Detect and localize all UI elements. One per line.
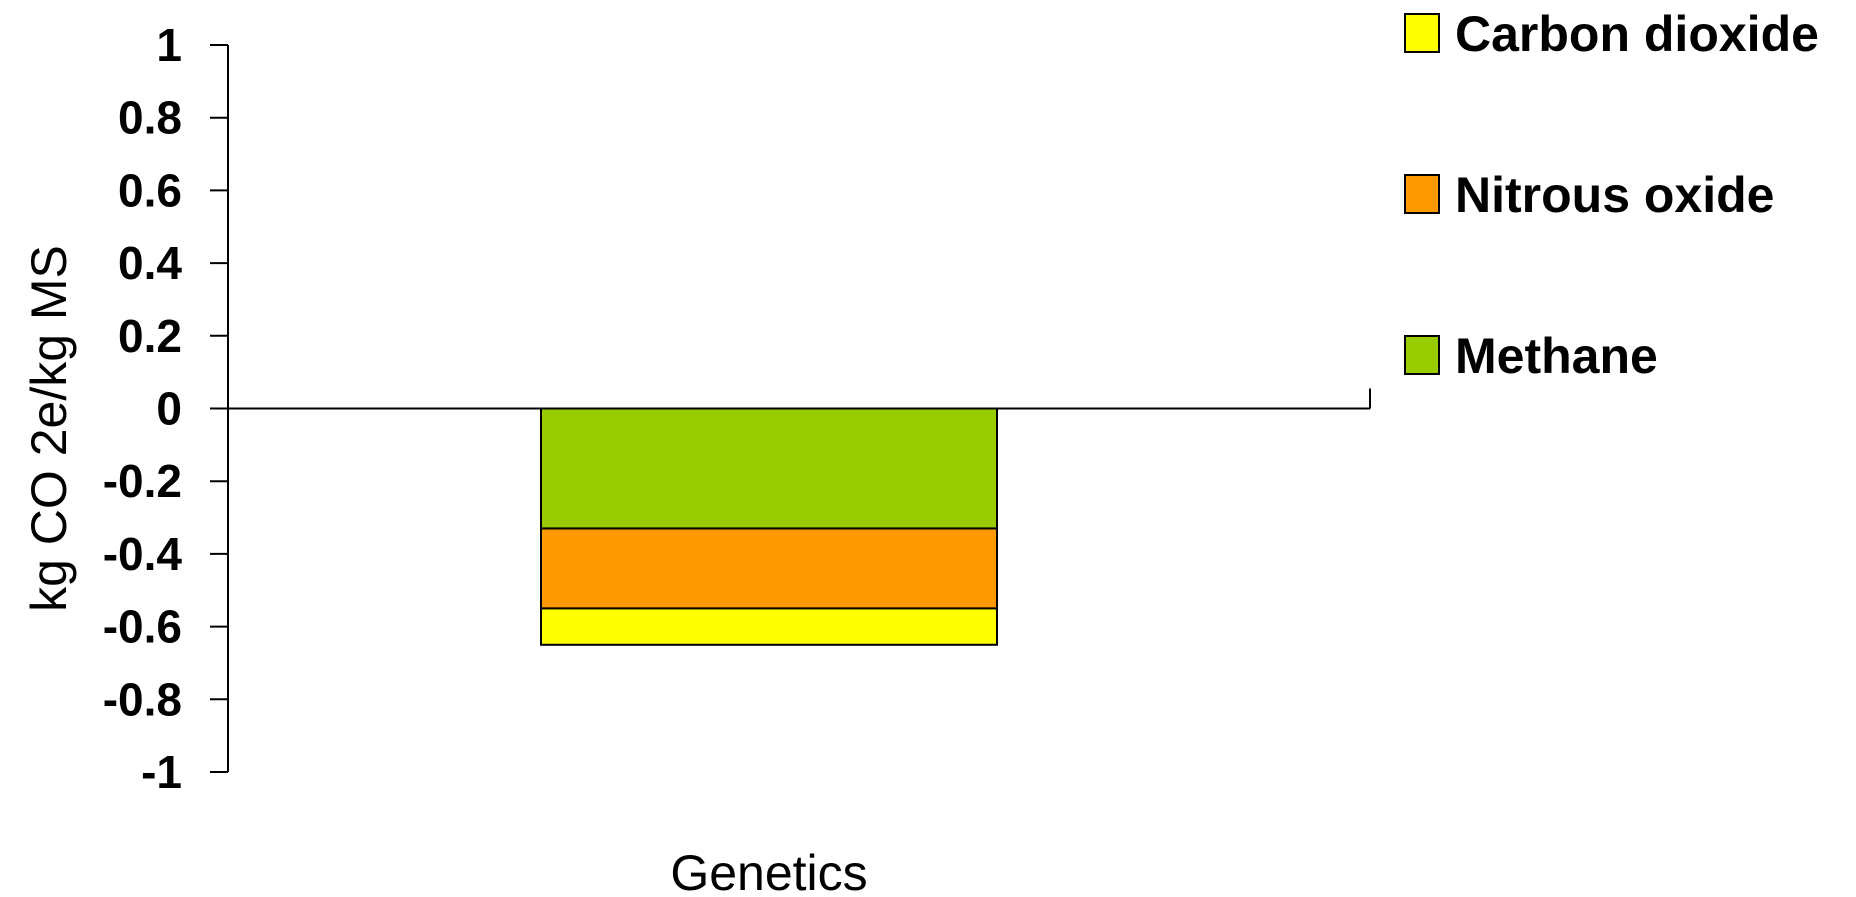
legend-swatch-methane <box>1404 335 1440 375</box>
legend-swatch-nitrous-oxide <box>1404 174 1440 214</box>
y-tick-label: 0.6 <box>118 164 182 216</box>
legend-label: Methane <box>1455 328 1658 384</box>
y-tick-label: 0.2 <box>118 310 182 362</box>
bars <box>540 407 998 646</box>
bar-segment-methane <box>540 407 998 530</box>
y-tick-label: -0.4 <box>103 528 183 580</box>
legend-label: Carbon dioxide <box>1455 6 1819 62</box>
y-tick-label: 1 <box>156 19 182 71</box>
y-axis-title: kg CO 2e/kg MS <box>21 245 77 612</box>
y-tick-label: -1 <box>141 746 182 798</box>
y-tick-label: -0.8 <box>103 673 182 725</box>
y-ticks: 1 0.8 0.6 0.4 0.2 0 -0.2 -0.4 -0.6 -0.8 -1 <box>103 19 228 798</box>
y-tick-label: 0.8 <box>118 92 182 144</box>
legend-label: Nitrous oxide <box>1455 167 1774 223</box>
y-tick-label: 0.4 <box>118 237 182 289</box>
y-axis-title-group: kg CO 2e/kg MS <box>21 245 77 612</box>
y-tick-label: 0 <box>156 383 182 435</box>
y-tick-label: -0.6 <box>103 601 182 653</box>
legend-swatch-carbon-dioxide <box>1404 13 1440 53</box>
category-labels: Genetics <box>670 845 867 897</box>
y-tick-label: -0.2 <box>103 455 182 507</box>
category-label: Genetics <box>670 845 867 892</box>
bar-segment-carbon-dioxide <box>540 607 998 646</box>
bar-segment-nitrous-oxide <box>540 527 998 610</box>
legend: Carbon dioxide Nitrous oxide Methane <box>1404 6 1819 384</box>
